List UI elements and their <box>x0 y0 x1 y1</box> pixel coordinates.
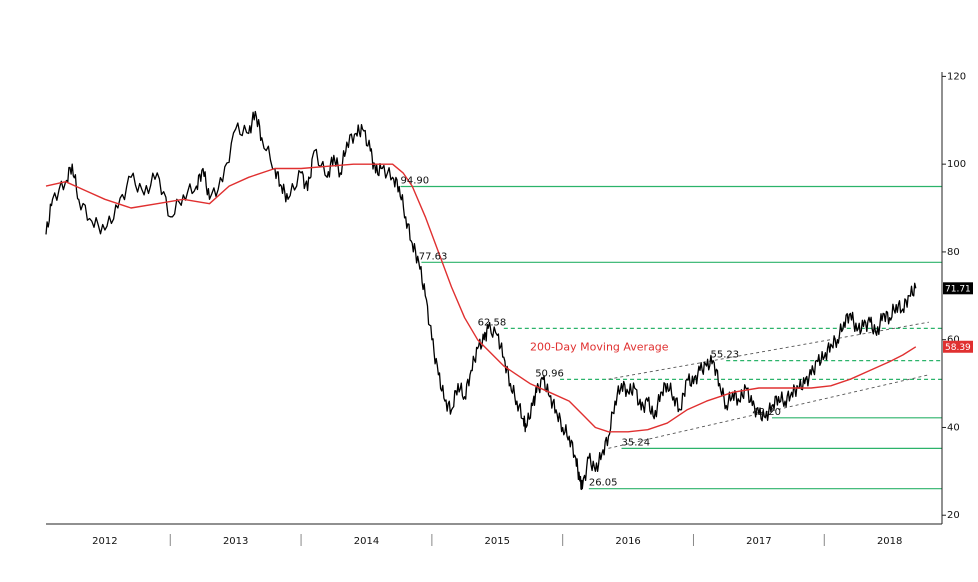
x-tick-label-4: 2016 <box>615 536 640 547</box>
x-tick-label-6: 2018 <box>877 536 902 547</box>
x-tick-label-5: 2017 <box>746 536 771 547</box>
last-value-tag-0 <box>943 282 973 295</box>
price-line <box>45 110 917 491</box>
y-axis: 20 40 60 80 100 120 <box>941 71 966 524</box>
y-tick-label-4: 100 <box>947 159 966 170</box>
x-tick-label-0: 2012 <box>92 536 117 547</box>
level-label-5: 42.20 <box>752 407 781 418</box>
moving-average-line <box>45 163 917 433</box>
level-label-7: 26.05 <box>589 478 618 489</box>
x-tick-label-3: 2015 <box>485 536 510 547</box>
y-tick-label-2: 60 <box>947 335 960 346</box>
last-value-tag-label-0: 71.71 <box>945 284 971 294</box>
last-value-tag-label-1: 58.39 <box>945 343 971 353</box>
x-axis: 2012 2013 2014 2015 2016 2017 2018 <box>46 523 942 547</box>
last-value-tag-1 <box>943 340 973 353</box>
level-labels: 94.90 77.63 62.58 55.23 50.96 42.20 35.24 26.05… <box>400 176 781 489</box>
y-tick-label-1: 40 <box>947 422 960 433</box>
y-tick-label-3: 80 <box>947 247 960 258</box>
y-tick-label-5: 120 <box>947 71 966 82</box>
level-label-6: 35.24 <box>622 437 651 448</box>
x-tick-label-2: 2014 <box>354 536 379 547</box>
level-label-4: 50.96 <box>535 368 564 379</box>
series-group <box>45 110 917 491</box>
horizontal-levels <box>400 185 942 490</box>
level-label-3: 55.23 <box>710 350 739 361</box>
x-tick-label-1: 2013 <box>223 536 248 547</box>
level-label-2: 62.58 <box>478 317 507 328</box>
level-label-1: 77.63 <box>419 251 448 262</box>
last-value-tags: 71.71 58.39 <box>943 282 973 353</box>
moving-average-label: 200-Day Moving Average <box>530 341 669 354</box>
level-label-0: 94.90 <box>400 176 429 187</box>
y-tick-label-0: 20 <box>947 510 960 521</box>
